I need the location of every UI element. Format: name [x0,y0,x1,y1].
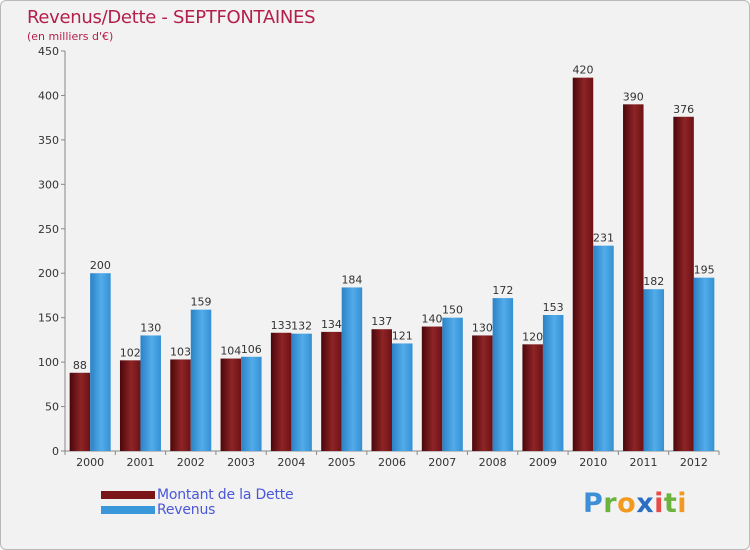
y-tick-label: 50 [45,401,59,414]
data-label-debt-2000: 88 [73,359,87,372]
bar-revenus-2011 [643,289,665,451]
bar-revenus-2006 [392,343,413,451]
y-tick-label: 100 [38,356,59,369]
x-tick-label-2011: 2011 [630,456,658,469]
data-label-debt-2009: 120 [522,330,543,343]
x-tick-label-2003: 2003 [227,456,255,469]
x-tick-label-2007: 2007 [428,456,456,469]
data-label-debt-2001: 102 [120,346,141,359]
x-tick-label-2006: 2006 [378,456,406,469]
legend-item-revenus: Revenus [101,501,293,518]
bar-debt-2006 [371,329,392,451]
x-tick-label-2000: 2000 [76,456,104,469]
bar-debt-2003 [220,358,242,451]
bar-revenus-2001 [140,335,161,451]
data-label-revenus-2002: 159 [191,296,212,309]
bar-debt-2009 [522,344,543,451]
data-label-revenus-2001: 130 [140,321,161,334]
x-tick-label-2002: 2002 [177,456,205,469]
bar-revenus-2000 [90,273,111,451]
data-label-revenus-2012: 195 [694,264,715,277]
bar-revenus-2008 [492,298,514,451]
bar-debt-2012 [673,116,694,452]
bar-debt-2007 [421,326,443,451]
data-label-debt-2006: 137 [371,315,392,328]
bar-debt-2011 [623,104,644,451]
bar-debt-2010 [572,77,594,452]
data-label-debt-2007: 140 [422,313,443,326]
y-tick-label: 250 [38,223,59,236]
chart-bars [69,77,715,452]
bar-debt-2005 [321,331,342,451]
bar-revenus-2004 [291,333,312,451]
data-label-revenus-2006: 121 [392,329,413,342]
data-label-debt-2008: 130 [472,321,493,334]
data-label-revenus-2000: 200 [90,259,111,272]
chart-title: Revenus/Dette - SEPTFONTAINES [27,7,316,28]
bar-revenus-2005 [341,287,363,451]
x-tick-label-2010: 2010 [579,456,607,469]
data-label-debt-2010: 420 [572,64,593,77]
data-label-debt-2011: 390 [623,90,644,103]
y-tick-label: 150 [38,312,59,325]
data-label-debt-2004: 133 [271,319,292,332]
legend-swatch-debt [101,490,155,499]
bar-debt-2002 [170,359,191,451]
bar-debt-2001 [119,360,141,451]
y-tick-label: 450 [38,45,59,58]
y-tick-label: 300 [38,178,59,191]
legend-label-debt: Montant de la Dette [157,486,294,503]
bar-revenus-2003 [241,356,262,451]
proxiti-logo: Proxiti [583,488,688,519]
data-label-revenus-2010: 231 [593,232,614,245]
x-tick-label-2009: 2009 [529,456,557,469]
y-tick-label: 0 [52,445,59,458]
data-label-debt-2002: 103 [170,345,191,358]
data-label-revenus-2007: 150 [442,304,463,317]
data-label-revenus-2008: 172 [492,284,513,297]
bar-revenus-2010 [593,245,614,451]
data-label-debt-2005: 134 [321,318,342,331]
bar-debt-2004 [270,332,292,451]
bar-revenus-2007 [442,317,463,451]
legend-label-revenus: Revenus [157,501,216,518]
y-tick-label: 200 [38,267,59,280]
data-label-debt-2012: 376 [673,103,694,116]
data-label-revenus-2003: 106 [241,343,262,356]
chart-legend: Montant de la Dette Revenus [101,486,294,518]
x-tick-label-2012: 2012 [680,456,708,469]
data-label-revenus-2004: 132 [291,320,312,333]
bar-revenus-2009 [542,315,564,451]
data-label-revenus-2009: 153 [543,301,564,314]
y-tick-label: 350 [38,134,59,147]
data-label-revenus-2011: 182 [643,275,664,288]
bar-debt-2008 [472,335,493,451]
bar-revenus-2002 [190,309,212,451]
x-tick-label-2008: 2008 [479,456,507,469]
chart-subtitle: (en milliers d'€) [27,30,114,43]
x-tick-label-2004: 2004 [277,456,305,469]
x-tick-label-2001: 2001 [126,456,154,469]
data-label-debt-2003: 104 [220,345,241,358]
bar-revenus-2012 [693,277,715,451]
legend-swatch-revenus [101,505,155,514]
legend-item-debt: Montant de la Dette [101,486,294,503]
bar-debt-2000 [69,372,91,451]
x-tick-label-2005: 2005 [328,456,356,469]
y-tick-label: 400 [38,89,59,102]
data-label-revenus-2005: 184 [341,273,362,286]
